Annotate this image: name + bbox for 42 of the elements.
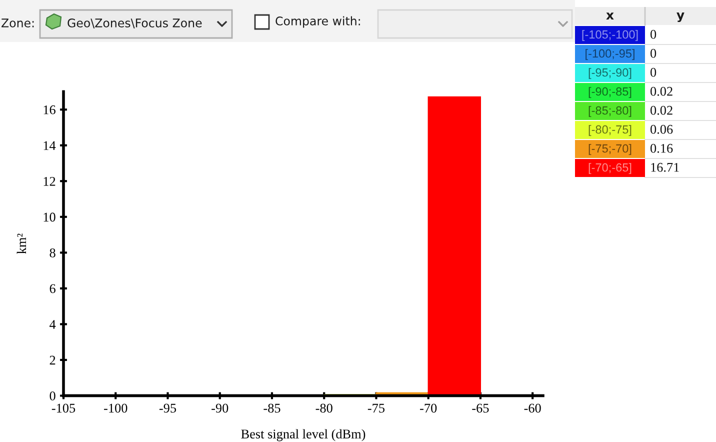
x-tick-label: -80	[316, 404, 332, 413]
x-axis-title: Best signal level (dBm)	[241, 429, 366, 442]
data-label: 0.02	[650, 106, 672, 115]
category-label: [-85;-80]	[588, 106, 632, 118]
text: y	[676, 12, 684, 22]
y-tick-label: 12	[44, 176, 56, 186]
data-label: 0.16	[650, 144, 673, 153]
text: Zone:	[2, 18, 34, 28]
data-label: 0.02	[650, 86, 672, 96]
x-tick-label: -85	[264, 404, 280, 413]
x-tick-label: -75	[368, 404, 384, 413]
y-tick-label: 6	[50, 284, 56, 294]
y-tick-label: 8	[50, 248, 56, 258]
category-label: [-70;-65]	[588, 163, 632, 174]
y-tick-label: 4	[50, 320, 56, 329]
text: Geo\Zones\Focus Zone	[68, 18, 202, 28]
data-label: 0	[650, 48, 656, 58]
text: x	[606, 12, 614, 20]
data-label: 0	[650, 30, 656, 39]
x-tick-label: -70	[420, 404, 437, 413]
category-label: [-105;-100]	[582, 30, 638, 42]
y-tick-label: 14	[44, 141, 56, 150]
x-tick-label: -65	[472, 404, 489, 413]
y-tick-label: 0	[50, 392, 56, 400]
category-label: [-90;-85]	[588, 87, 632, 98]
data-label: 0.06	[650, 124, 673, 134]
y-axis-title: km²	[16, 234, 26, 254]
text: Compare with:	[276, 16, 360, 28]
x-tick-label: -95	[159, 404, 176, 413]
data-label: 0	[650, 68, 656, 77]
x-tick-label: -60	[524, 404, 541, 413]
category-label: [-75;-70]	[588, 144, 632, 156]
data-label: 16.71	[651, 162, 679, 172]
x-tick-label: -90	[212, 404, 228, 413]
x-tick-label: -105	[52, 404, 76, 413]
y-tick-label: 2	[50, 356, 56, 365]
category-label: [-100;-95]	[586, 49, 634, 60]
y-tick-label: 16	[44, 105, 56, 114]
category-label: [-95;-90]	[588, 68, 632, 80]
category-label: [-80;-75]	[588, 125, 632, 136]
y-tick-label: 10	[44, 212, 56, 222]
x-tick-label: -100	[104, 404, 128, 413]
